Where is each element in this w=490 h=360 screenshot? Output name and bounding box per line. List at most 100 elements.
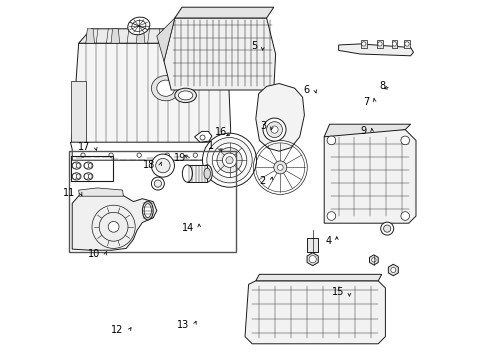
Ellipse shape bbox=[84, 162, 93, 169]
Circle shape bbox=[327, 212, 336, 220]
Text: 16: 16 bbox=[215, 127, 227, 138]
Polygon shape bbox=[72, 193, 157, 250]
Circle shape bbox=[109, 153, 113, 157]
Text: 8: 8 bbox=[379, 81, 386, 91]
Text: 2: 2 bbox=[260, 176, 266, 186]
Circle shape bbox=[378, 42, 382, 46]
Polygon shape bbox=[369, 255, 378, 265]
Circle shape bbox=[267, 122, 282, 138]
Polygon shape bbox=[307, 238, 318, 252]
Text: 11: 11 bbox=[63, 188, 75, 198]
Ellipse shape bbox=[157, 80, 175, 96]
Circle shape bbox=[401, 212, 410, 220]
Ellipse shape bbox=[175, 88, 196, 103]
Circle shape bbox=[405, 42, 409, 46]
Ellipse shape bbox=[76, 163, 80, 168]
Polygon shape bbox=[86, 29, 95, 43]
Ellipse shape bbox=[202, 165, 212, 182]
Circle shape bbox=[391, 267, 396, 273]
Polygon shape bbox=[404, 40, 410, 48]
Polygon shape bbox=[79, 29, 236, 43]
Polygon shape bbox=[164, 18, 275, 90]
Ellipse shape bbox=[73, 163, 77, 168]
Polygon shape bbox=[111, 29, 120, 43]
Polygon shape bbox=[157, 18, 175, 61]
Text: 18: 18 bbox=[143, 160, 155, 170]
Text: 14: 14 bbox=[182, 222, 194, 233]
Circle shape bbox=[202, 133, 257, 187]
Circle shape bbox=[108, 221, 119, 232]
Polygon shape bbox=[307, 253, 318, 266]
Text: 19: 19 bbox=[174, 153, 187, 163]
Ellipse shape bbox=[144, 204, 151, 217]
Text: 7: 7 bbox=[363, 96, 369, 107]
Circle shape bbox=[309, 256, 316, 263]
Text: 4: 4 bbox=[325, 236, 331, 246]
Polygon shape bbox=[195, 131, 212, 142]
Text: 9: 9 bbox=[361, 126, 367, 136]
Circle shape bbox=[401, 136, 410, 145]
Polygon shape bbox=[377, 40, 383, 48]
Polygon shape bbox=[175, 7, 274, 18]
Circle shape bbox=[156, 158, 170, 173]
Polygon shape bbox=[324, 124, 411, 137]
Polygon shape bbox=[72, 43, 231, 146]
Circle shape bbox=[193, 153, 197, 157]
Ellipse shape bbox=[72, 162, 81, 169]
Circle shape bbox=[384, 225, 391, 232]
Circle shape bbox=[200, 135, 205, 140]
Text: 17: 17 bbox=[78, 142, 90, 152]
Text: 13: 13 bbox=[177, 320, 189, 330]
Circle shape bbox=[274, 161, 287, 174]
Ellipse shape bbox=[204, 168, 210, 179]
Polygon shape bbox=[187, 165, 207, 182]
Circle shape bbox=[277, 165, 283, 170]
Polygon shape bbox=[324, 130, 416, 223]
Ellipse shape bbox=[143, 201, 153, 220]
Ellipse shape bbox=[84, 163, 89, 168]
Circle shape bbox=[271, 126, 278, 133]
Polygon shape bbox=[256, 274, 382, 281]
Polygon shape bbox=[245, 281, 386, 344]
Ellipse shape bbox=[76, 174, 80, 179]
Polygon shape bbox=[162, 29, 170, 43]
Circle shape bbox=[372, 258, 376, 262]
Polygon shape bbox=[339, 44, 414, 56]
Circle shape bbox=[137, 153, 141, 157]
Circle shape bbox=[99, 212, 128, 241]
Circle shape bbox=[222, 153, 237, 167]
Polygon shape bbox=[71, 142, 234, 160]
Polygon shape bbox=[389, 264, 398, 276]
Polygon shape bbox=[256, 84, 304, 151]
Circle shape bbox=[212, 143, 247, 177]
Polygon shape bbox=[212, 29, 220, 43]
Polygon shape bbox=[72, 81, 86, 146]
Polygon shape bbox=[79, 188, 123, 196]
Text: 6: 6 bbox=[304, 85, 310, 95]
Circle shape bbox=[154, 180, 162, 187]
Ellipse shape bbox=[88, 163, 92, 168]
Circle shape bbox=[81, 153, 85, 157]
Text: 12: 12 bbox=[111, 325, 123, 336]
Circle shape bbox=[381, 222, 393, 235]
Circle shape bbox=[207, 138, 252, 183]
Polygon shape bbox=[136, 29, 145, 43]
Ellipse shape bbox=[73, 174, 77, 179]
Ellipse shape bbox=[72, 173, 81, 180]
Polygon shape bbox=[361, 40, 367, 48]
Ellipse shape bbox=[128, 17, 150, 35]
Ellipse shape bbox=[84, 174, 89, 179]
Polygon shape bbox=[187, 29, 196, 43]
Text: 10: 10 bbox=[88, 249, 100, 259]
Ellipse shape bbox=[178, 91, 193, 100]
Text: 1: 1 bbox=[208, 141, 215, 151]
Ellipse shape bbox=[88, 174, 92, 179]
Circle shape bbox=[165, 153, 170, 157]
Circle shape bbox=[226, 157, 233, 164]
Text: 3: 3 bbox=[261, 121, 267, 131]
Circle shape bbox=[327, 136, 336, 145]
Ellipse shape bbox=[182, 165, 193, 182]
Text: 5: 5 bbox=[251, 41, 258, 51]
Text: 15: 15 bbox=[332, 287, 344, 297]
Ellipse shape bbox=[84, 173, 93, 180]
